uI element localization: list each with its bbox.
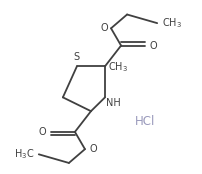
Text: HCl: HCl	[135, 115, 156, 128]
Text: S: S	[74, 52, 80, 62]
Text: CH$_3$: CH$_3$	[108, 60, 128, 74]
Text: H$_3$C: H$_3$C	[14, 147, 34, 161]
Text: O: O	[39, 127, 46, 137]
Text: O: O	[100, 23, 108, 33]
Text: CH$_3$: CH$_3$	[162, 16, 182, 30]
Text: O: O	[149, 41, 157, 51]
Text: NH: NH	[106, 98, 121, 108]
Text: O: O	[89, 144, 97, 154]
